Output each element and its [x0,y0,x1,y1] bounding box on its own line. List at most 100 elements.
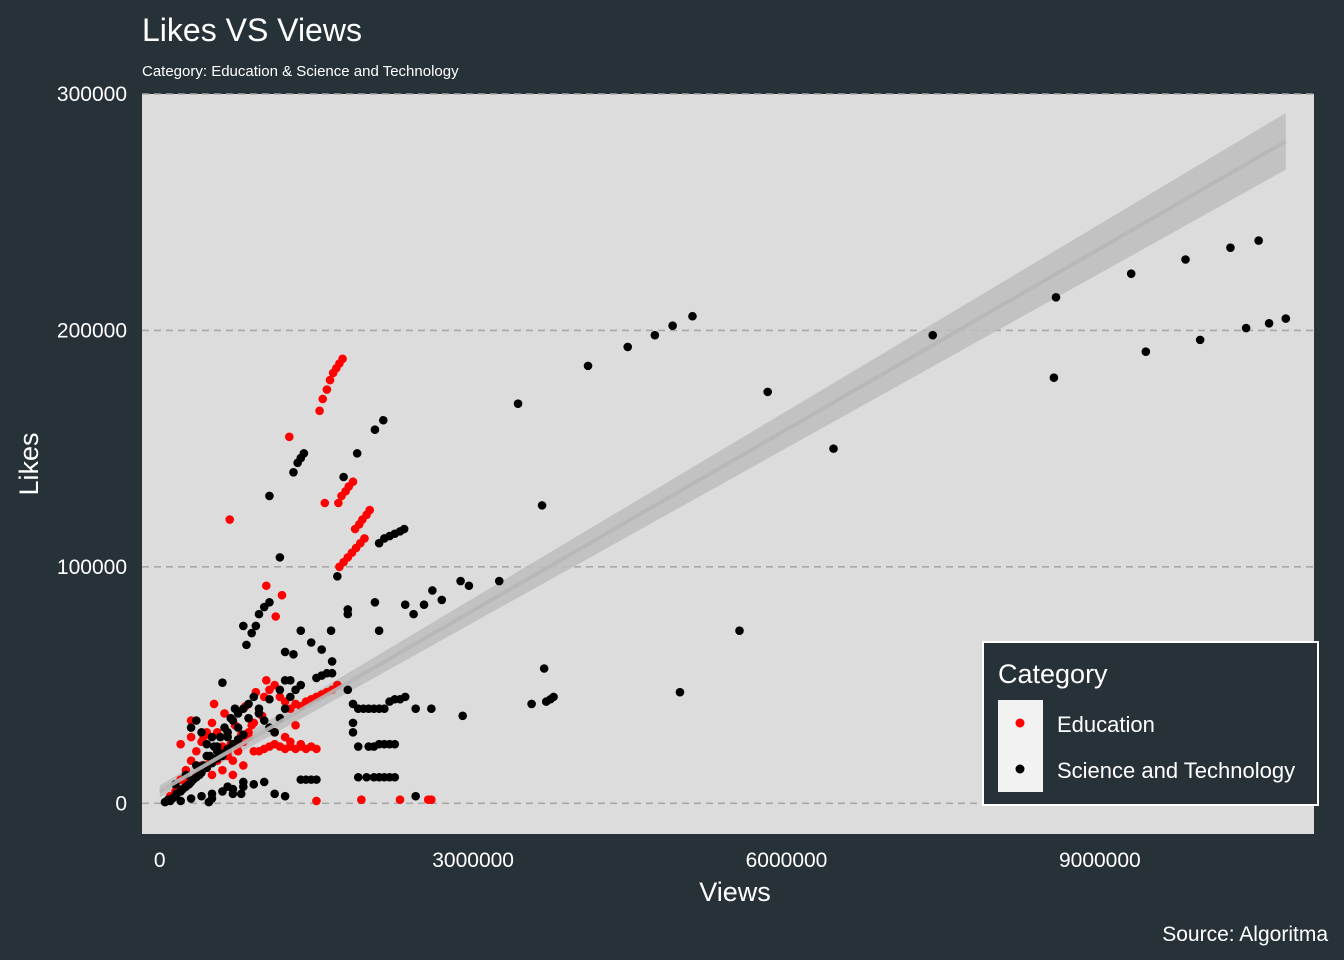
science-technology-point [239,621,248,631]
science-technology-point [270,728,279,737]
science-technology-point [223,732,232,742]
science-technology-point [688,311,697,321]
science-technology-point [249,692,259,702]
science-technology-point [458,711,467,721]
science-technology-point [339,472,348,482]
education-point [209,699,219,709]
y-axis-label: Likes [14,432,44,495]
science-technology-point [244,699,253,709]
education-point [322,385,332,394]
science-technology-point [1181,255,1190,264]
science-technology-point [254,609,264,619]
science-technology-point [419,600,429,609]
science-technology-point [539,664,549,673]
science-technology-point [1049,373,1059,383]
science-technology-points [160,236,1291,807]
education-point [296,739,306,749]
science-technology-point [1126,269,1136,278]
science-technology-point [239,730,248,740]
science-technology-point [259,716,269,725]
science-technology-point [380,704,389,713]
education-point [239,761,248,770]
science-technology-point [327,657,337,666]
science-technology-point [186,794,196,803]
science-technology-point [296,626,306,635]
education-point [254,746,264,756]
education-point [348,477,358,487]
education-point [225,515,235,524]
x-axis-tick-labels: 0 3000000 6000000 9000000 [154,849,1141,872]
education-point [360,534,369,543]
education-point [286,737,295,747]
science-technology-point [327,668,337,678]
science-technology-point [456,576,465,586]
science-technology-point [650,330,660,340]
science-technology-point [228,784,238,794]
science-technology-point [362,772,371,782]
y-tick-label: 0 [115,792,127,815]
science-technology-point [299,449,309,458]
science-technology-point [675,687,685,697]
education-point [218,765,227,775]
science-technology-point [437,595,447,605]
education-point [315,406,324,416]
education-point [284,432,294,442]
science-technology-point [280,704,290,713]
science-technology-point [312,775,321,784]
science-technology-point [1195,335,1205,345]
x-tick-label: 9000000 [1059,849,1141,872]
science-technology-point [1051,293,1061,302]
legend-title: Category [998,659,1108,689]
education-point [186,732,196,742]
science-technology-point [218,787,227,796]
science-technology-point [527,699,536,709]
science-technology-point [226,713,236,723]
education-point [176,739,185,749]
science-technology-point [204,797,214,807]
science-technology-point [1241,323,1251,333]
science-technology-point [378,415,388,425]
science-technology-point [291,685,300,695]
science-technology-point [353,772,363,782]
science-technology-point [353,742,363,751]
science-technology-point [513,399,523,409]
science-technology-point [197,728,206,737]
education-point [271,612,281,621]
education-point [291,720,300,730]
education-point [312,796,321,806]
science-technology-point [735,626,744,635]
science-technology-point [236,789,246,799]
science-technology-point [374,626,384,635]
science-technology-point [411,704,420,713]
science-technology-point [207,789,217,799]
education-point [320,498,330,508]
science-technology-point [207,732,217,742]
y-axis-tick-labels: 0 100000 200000 300000 [57,83,127,815]
science-technology-point [249,780,259,789]
legend-key-background [998,700,1043,792]
science-technology-point [186,723,196,732]
science-technology-point [400,692,410,702]
science-technology-point [1254,236,1263,245]
x-tick-label: 6000000 [746,849,828,872]
education-point [395,795,405,805]
education-point [357,795,366,805]
science-technology-point [464,581,474,591]
education-point [228,770,238,780]
science-technology-point [289,467,298,477]
science-technology-point [352,449,362,458]
science-technology-point [1281,314,1291,323]
science-technology-point [275,553,285,562]
education-point [325,375,335,385]
science-technology-point [239,782,248,792]
science-technology-point [280,647,290,657]
science-technology-point [427,704,436,713]
science-technology-point [409,609,418,619]
science-technology-point [1141,347,1151,356]
legend-education-dot [1015,718,1025,728]
science-technology-point [233,723,243,732]
education-point [277,590,287,600]
chart-title: Likes VS Views [142,12,362,48]
trend-line [158,139,1287,794]
